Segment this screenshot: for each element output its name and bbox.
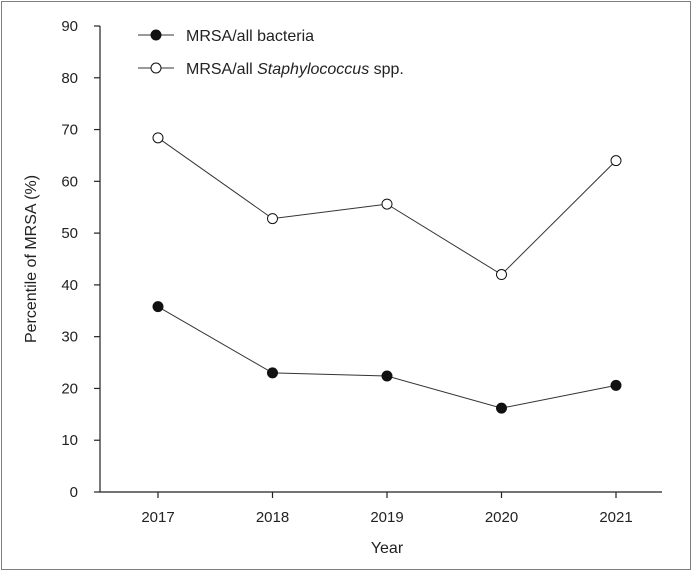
series-lines xyxy=(157,137,617,409)
legend-label-staph-part3: spp. xyxy=(369,61,404,78)
y-tick-label: 20 xyxy=(61,380,78,397)
y-tick-label: 70 xyxy=(61,122,78,139)
x-axis-ticks: 2017 2018 2019 2020 2021 xyxy=(141,492,633,526)
y-tick-label: 10 xyxy=(61,432,78,449)
y-axis-ticks: 0 10 20 30 40 50 60 70 80 90 xyxy=(61,18,100,501)
legend-label-bacteria: MRSA/all bacteria xyxy=(186,28,314,45)
data-point xyxy=(267,367,278,379)
y-tick-label: 40 xyxy=(61,277,78,294)
x-axis-title: Year xyxy=(371,540,404,557)
data-point xyxy=(610,155,622,167)
x-tick-label: 2017 xyxy=(141,509,174,526)
x-tick-label: 2019 xyxy=(370,509,403,526)
x-tick-label: 2021 xyxy=(599,509,632,526)
data-point xyxy=(152,132,164,144)
x-tick-label: 2018 xyxy=(256,509,289,526)
legend-label-staphylococcus: MRSA/all Staphylococcus spp. xyxy=(186,61,404,78)
data-point xyxy=(381,198,393,210)
legend-marker-staphylococcus xyxy=(150,62,162,74)
data-point xyxy=(610,379,622,391)
data-point xyxy=(496,269,507,281)
y-tick-label: 30 xyxy=(61,329,78,346)
legend: MRSA/all bacteria MRSA/all Staphylococcu… xyxy=(138,28,404,78)
x-tick-label: 2020 xyxy=(485,509,518,526)
y-tick-label: 60 xyxy=(61,173,78,190)
legend-label-staph-part1: MRSA/all xyxy=(186,61,257,78)
y-tick-label: 0 xyxy=(70,484,78,501)
data-point xyxy=(381,370,393,382)
y-tick-label: 90 xyxy=(61,18,78,35)
y-tick-label: 80 xyxy=(61,70,78,87)
data-point xyxy=(152,301,164,313)
series-points xyxy=(152,132,622,414)
data-point xyxy=(267,213,278,225)
legend-marker-bacteria xyxy=(150,29,162,41)
y-axis-title: Percentile of MRSA (%) xyxy=(23,175,40,343)
series-line-0 xyxy=(157,306,617,409)
data-point xyxy=(496,402,507,414)
y-tick-label: 50 xyxy=(61,225,78,242)
legend-label-staph-italic: Staphylococcus xyxy=(257,61,369,78)
